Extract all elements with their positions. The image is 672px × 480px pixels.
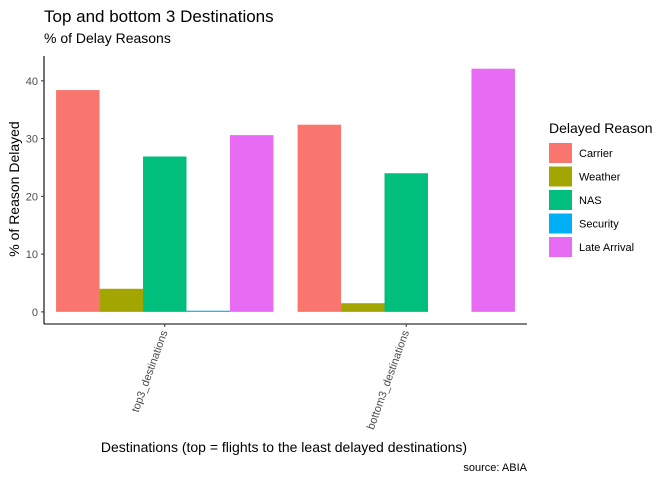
bar-carrier-bottom3_destinations [297, 124, 342, 312]
y-tick-label: 20 [26, 191, 38, 203]
legend-label-weather: Weather [579, 172, 621, 184]
y-axis-title: % of Reason Delayed [6, 121, 22, 256]
bar-nas-bottom3_destinations [384, 173, 428, 312]
legend-label-carrier: Carrier [579, 148, 613, 160]
y-tick-label: 0 [32, 307, 38, 319]
bars-layer [56, 68, 515, 312]
chart-caption: source: ABIA [463, 462, 527, 474]
x-axis-title: Destinations (top = flights to the least… [101, 439, 467, 455]
legend-swatch-late-arrival [549, 237, 572, 257]
bar-carrier-top3_destinations [56, 90, 100, 312]
legend-label-late-arrival: Late Arrival [579, 242, 634, 254]
legend: Delayed Reason Carrier Weather NAS Security… [549, 120, 653, 257]
y-tick-label: 10 [26, 249, 38, 261]
legend-swatch-carrier [549, 143, 572, 163]
legend-label-security: Security [579, 219, 619, 231]
x-axis: top3_destinations bottom3_destinations [44, 323, 527, 431]
bar-weather-bottom3_destinations [341, 303, 385, 312]
bar-security-top3_destinations [186, 310, 230, 312]
x-tick-label: top3_destinations [130, 328, 171, 414]
y-tick-label: 30 [26, 134, 38, 146]
legend-label-nas: NAS [579, 195, 602, 207]
legend-swatch-security [549, 213, 572, 234]
bar-late-arrival-bottom3_destinations [471, 68, 515, 312]
legend-swatch-nas [549, 190, 572, 210]
bar-nas-top3_destinations [143, 156, 187, 312]
y-tick-label: 40 [26, 76, 38, 88]
y-axis: 0 10 20 30 40 [26, 56, 45, 324]
bar-weather-top3_destinations [99, 288, 144, 312]
legend-swatch-weather [549, 166, 572, 187]
legend-title: Delayed Reason [549, 120, 653, 136]
bar-late-arrival-top3_destinations [229, 135, 274, 312]
chart-subtitle: % of Delay Reasons [44, 30, 171, 46]
chart-title: Top and bottom 3 Destinations [44, 7, 274, 26]
x-tick-label: bottom3_destinations [365, 328, 412, 431]
